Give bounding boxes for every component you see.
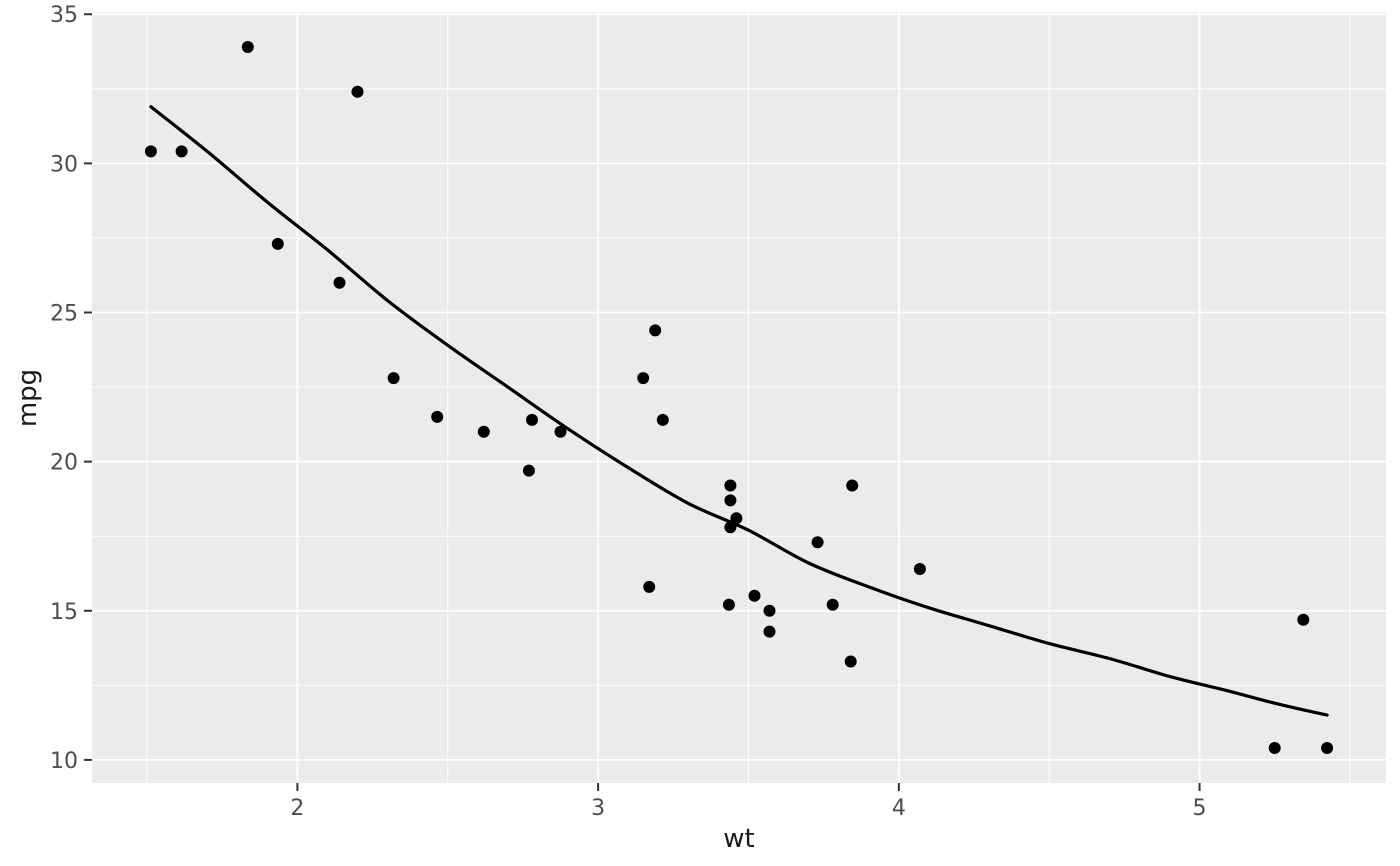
plot-panel — [92, 12, 1386, 783]
data-point — [333, 276, 346, 289]
data-point — [722, 598, 735, 611]
y-tick-label: 20 — [50, 451, 78, 476]
data-point — [656, 413, 669, 426]
x-axis-title: wt — [723, 824, 755, 854]
x-tick-label: 5 — [1193, 796, 1207, 821]
data-point — [175, 145, 188, 158]
data-point — [724, 494, 737, 507]
loess-smooth-line — [149, 105, 1329, 717]
data-point — [526, 413, 538, 426]
data-point — [522, 464, 535, 477]
data-point — [763, 604, 776, 617]
data-point — [724, 479, 737, 492]
data-point — [826, 598, 839, 611]
data-point — [748, 589, 761, 602]
data-point — [351, 85, 364, 98]
data-point — [643, 580, 656, 593]
y-tick-label: 25 — [50, 301, 78, 326]
data-point — [387, 372, 400, 385]
data-point — [1321, 742, 1334, 754]
data-point — [649, 324, 662, 337]
data-point — [763, 625, 776, 638]
data-point — [913, 563, 926, 575]
data-point — [637, 372, 650, 385]
y-axis-title-wrap: mpg — [10, 0, 46, 795]
data-point — [1297, 613, 1310, 626]
y-axis-title: mpg — [13, 368, 43, 427]
data-point — [846, 479, 859, 492]
y-tick-label: 30 — [50, 152, 78, 177]
x-tick-label: 2 — [290, 796, 304, 821]
data-point — [724, 521, 737, 534]
data-point — [844, 655, 857, 668]
data-point — [241, 41, 254, 53]
data-point — [271, 237, 284, 250]
data-point — [554, 425, 567, 438]
y-tick-label: 10 — [50, 749, 78, 774]
x-tick-label: 3 — [591, 796, 605, 821]
data-point — [811, 536, 824, 549]
data-point — [1268, 742, 1281, 754]
data-point — [144, 145, 157, 158]
y-tick-label: 35 — [50, 3, 78, 28]
y-tick-label: 15 — [50, 600, 78, 625]
data-point — [431, 410, 444, 423]
data-point — [730, 512, 743, 525]
data-point — [477, 425, 490, 438]
x-tick-label: 4 — [892, 796, 906, 821]
